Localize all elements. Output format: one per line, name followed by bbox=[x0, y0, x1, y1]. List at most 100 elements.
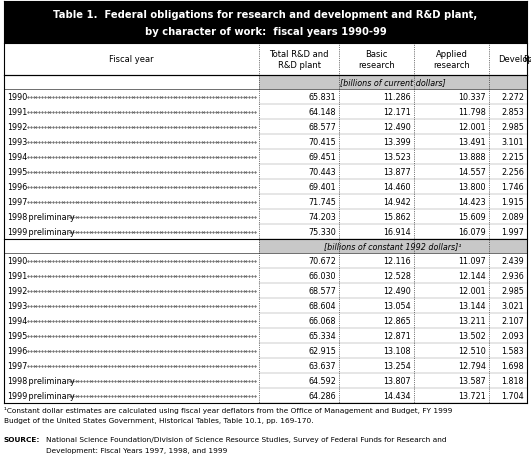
Text: 11.097: 11.097 bbox=[458, 257, 486, 265]
Bar bbox=[4, 253, 527, 269]
Bar bbox=[4, 358, 527, 373]
Bar bbox=[4, 210, 527, 225]
Bar bbox=[4, 120, 527, 135]
Bar bbox=[4, 283, 527, 298]
Text: 13.399: 13.399 bbox=[383, 138, 411, 147]
Text: 13.888: 13.888 bbox=[458, 153, 486, 162]
Text: 1990: 1990 bbox=[7, 257, 27, 265]
Text: 68.577: 68.577 bbox=[308, 123, 336, 131]
Text: 1991: 1991 bbox=[7, 271, 27, 281]
Text: 13.144: 13.144 bbox=[458, 301, 486, 310]
Text: 13.211: 13.211 bbox=[458, 316, 486, 325]
Text: 1997: 1997 bbox=[7, 198, 28, 206]
Text: 2.215: 2.215 bbox=[501, 153, 524, 162]
Bar bbox=[4, 313, 527, 328]
Text: 16.914: 16.914 bbox=[383, 227, 411, 237]
Bar bbox=[4, 239, 259, 253]
Bar bbox=[4, 373, 527, 388]
Bar bbox=[4, 44, 527, 76]
Text: 14.557: 14.557 bbox=[458, 168, 486, 176]
Text: National Science Foundation/Division of Science Resource Studies, Survey of Fede: National Science Foundation/Division of … bbox=[46, 436, 447, 442]
Text: 13.491: 13.491 bbox=[458, 138, 486, 147]
Text: 3.021: 3.021 bbox=[501, 301, 524, 310]
Text: 13.800: 13.800 bbox=[458, 182, 486, 192]
Text: 16.079: 16.079 bbox=[458, 227, 486, 237]
Text: 2.272: 2.272 bbox=[501, 93, 524, 102]
Text: 12.171: 12.171 bbox=[383, 108, 411, 117]
Text: 66.068: 66.068 bbox=[309, 316, 336, 325]
Text: 74.203: 74.203 bbox=[309, 213, 336, 221]
Text: 68.604: 68.604 bbox=[309, 301, 336, 310]
Text: 1994: 1994 bbox=[7, 316, 27, 325]
Text: 1998: 1998 bbox=[7, 376, 27, 385]
Text: [billions of current dollars]: [billions of current dollars] bbox=[340, 78, 446, 88]
Text: 15.609: 15.609 bbox=[458, 213, 486, 221]
Text: 1.746: 1.746 bbox=[501, 182, 524, 192]
Text: 12.510: 12.510 bbox=[458, 346, 486, 355]
Text: by character of work:  fiscal years 1990-99: by character of work: fiscal years 1990-… bbox=[144, 27, 387, 37]
Text: preliminary: preliminary bbox=[26, 376, 75, 385]
Text: 1996: 1996 bbox=[7, 346, 27, 355]
Text: 1990: 1990 bbox=[7, 93, 27, 102]
Text: 13.502: 13.502 bbox=[458, 332, 486, 340]
Text: preliminary: preliminary bbox=[26, 391, 75, 400]
Text: 14.434: 14.434 bbox=[383, 391, 411, 400]
Text: 11.798: 11.798 bbox=[458, 108, 486, 117]
Text: Development: Development bbox=[498, 56, 531, 64]
Text: 13.721: 13.721 bbox=[458, 391, 486, 400]
Text: 12.865: 12.865 bbox=[383, 316, 411, 325]
Text: 70.443: 70.443 bbox=[309, 168, 336, 176]
Text: 1.704: 1.704 bbox=[501, 391, 524, 400]
Text: 12.001: 12.001 bbox=[458, 287, 486, 295]
Text: preliminary: preliminary bbox=[26, 213, 75, 221]
Text: 1.698: 1.698 bbox=[501, 361, 524, 370]
Text: 12.144: 12.144 bbox=[458, 271, 486, 281]
Text: 12.528: 12.528 bbox=[383, 271, 411, 281]
Text: 13.108: 13.108 bbox=[383, 346, 411, 355]
Text: 1.583: 1.583 bbox=[501, 346, 524, 355]
Text: 64.286: 64.286 bbox=[309, 391, 336, 400]
Text: Table 1.  Federal obligations for research and development and R&D plant,: Table 1. Federal obligations for researc… bbox=[54, 10, 477, 20]
Text: 75.330: 75.330 bbox=[309, 227, 336, 237]
Bar bbox=[259, 76, 527, 90]
Text: Development: Fiscal Years 1997, 1998, and 1999: Development: Fiscal Years 1997, 1998, an… bbox=[46, 447, 227, 453]
Text: 64.592: 64.592 bbox=[308, 376, 336, 385]
Text: 14.942: 14.942 bbox=[383, 198, 411, 206]
Text: 13.254: 13.254 bbox=[383, 361, 411, 370]
Text: 1993: 1993 bbox=[7, 138, 27, 147]
Text: 65.334: 65.334 bbox=[309, 332, 336, 340]
Text: 1994: 1994 bbox=[7, 153, 27, 162]
Text: ¹Constant dollar estimates are calculated using fiscal year deflators from the O: ¹Constant dollar estimates are calculate… bbox=[4, 406, 452, 413]
Text: 3.101: 3.101 bbox=[501, 138, 524, 147]
Text: 63.637: 63.637 bbox=[309, 361, 336, 370]
Text: 1993: 1993 bbox=[7, 301, 27, 310]
Text: 1992: 1992 bbox=[7, 123, 28, 131]
Text: 1998: 1998 bbox=[7, 213, 27, 221]
Bar bbox=[4, 343, 527, 358]
Text: 2.985: 2.985 bbox=[501, 123, 524, 131]
Text: 13.877: 13.877 bbox=[383, 168, 411, 176]
Text: 12.794: 12.794 bbox=[458, 361, 486, 370]
Bar bbox=[4, 298, 527, 313]
Text: 13.523: 13.523 bbox=[383, 153, 411, 162]
Text: Basic
research: Basic research bbox=[358, 50, 395, 69]
Text: 2.089: 2.089 bbox=[501, 213, 524, 221]
Bar bbox=[4, 269, 527, 283]
Text: 69.451: 69.451 bbox=[309, 153, 336, 162]
Bar bbox=[4, 165, 527, 180]
Text: 12.490: 12.490 bbox=[383, 123, 411, 131]
Text: 12.001: 12.001 bbox=[458, 123, 486, 131]
Bar bbox=[4, 105, 527, 120]
Text: 1991: 1991 bbox=[7, 108, 27, 117]
Bar bbox=[4, 388, 527, 403]
Text: [billions of constant 1992 dollars]¹: [billions of constant 1992 dollars]¹ bbox=[324, 242, 462, 251]
Text: 2.093: 2.093 bbox=[501, 332, 524, 340]
Text: 13.054: 13.054 bbox=[383, 301, 411, 310]
Text: 70.415: 70.415 bbox=[309, 138, 336, 147]
Bar bbox=[4, 2, 527, 44]
Text: 15.862: 15.862 bbox=[383, 213, 411, 221]
Text: 1995: 1995 bbox=[7, 332, 28, 340]
Bar bbox=[4, 135, 527, 150]
Text: 64.148: 64.148 bbox=[309, 108, 336, 117]
Text: 1992: 1992 bbox=[7, 287, 28, 295]
